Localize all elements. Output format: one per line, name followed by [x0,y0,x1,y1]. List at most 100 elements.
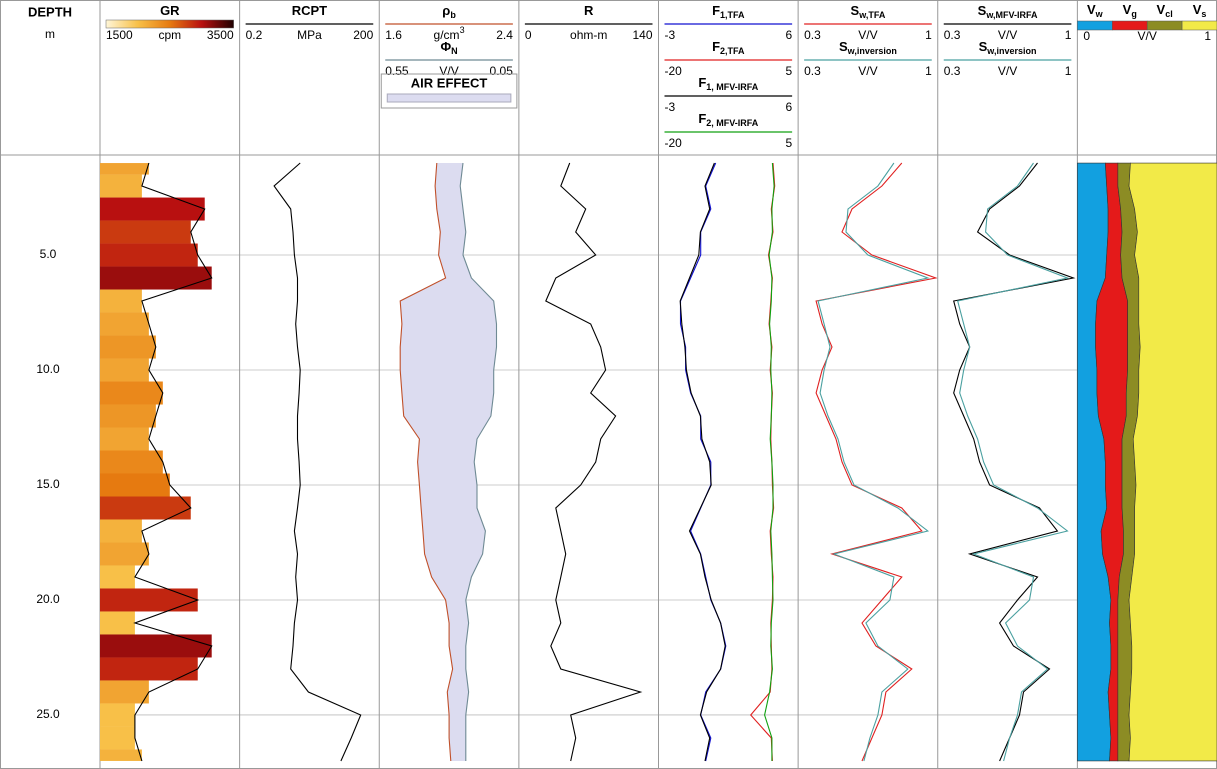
scale-max: 1 [1065,28,1072,42]
depth-tick-label: 20.0 [36,592,60,606]
scale-unit: V/V [439,64,458,78]
log-curve [764,162,775,761]
curve-name: Sw,TFA [851,3,886,20]
curve-name: F1, MFV-IRFA [698,75,758,92]
curve-name-part: S [851,3,860,18]
scale-unit-part: g/cm [434,28,460,42]
colorbar [105,19,234,29]
gr-fill [100,588,198,612]
legend-swatch [1181,20,1217,31]
scale-unit-part: V/V [998,28,1017,42]
curve-name-part: F [712,3,720,18]
scale-min: 0.3 [804,64,821,78]
gr-fill [100,163,149,175]
scale-max: 1 [925,64,932,78]
curve-name-part: R [584,3,594,18]
scale-unit-part: 3 [460,25,465,35]
log-curve [815,162,938,762]
scale-max: 200 [353,28,373,42]
scale-min: 0.55 [385,64,409,78]
scale-unit-part: V/V [858,28,877,42]
curve-name: Vw [1087,2,1104,19]
scale-min: 0.3 [944,64,961,78]
scale-min: -20 [665,64,683,78]
curve-name: Sw,inversion [979,39,1037,56]
gr-fill [100,266,212,290]
curve-name-part: s [1201,9,1206,19]
curve-name-part: g [1131,9,1137,19]
depth-tick-label: 25.0 [36,707,60,721]
scale-unit: V/V [858,64,877,78]
curve-name-part: V [1087,2,1096,17]
curve-name-part: 2,TFA [720,46,745,56]
gr-fill [100,404,156,428]
curve-name: Sw,inversion [839,39,897,56]
gr-fill [100,381,163,405]
curve-name: F1,TFA [712,3,745,20]
scale-unit: V/V [998,64,1017,78]
scale-unit: V/V [858,28,877,42]
scale-unit-part: ohm-m [570,28,607,42]
gr-fill [100,680,149,704]
scale-max: 5 [785,136,792,150]
curve-name-part: 1,TFA [720,10,745,20]
depth-tick-label: 15.0 [36,477,60,491]
gr-fill [100,726,135,750]
curve-name-part: b [450,10,456,20]
curve-name-part: F [698,111,706,126]
fill-legend-box [380,73,518,109]
scale-max: 3500 [207,28,234,42]
gr-fill [100,289,142,313]
curve-name-part: GR [160,3,180,18]
curve-name-part: w,inversion [847,46,897,56]
log-curve [273,162,362,762]
gr-fill [100,427,149,451]
scale-min: -20 [665,136,683,150]
curve-name: GR [160,3,180,18]
gr-fill [100,174,142,198]
scale-max: 140 [632,28,652,42]
curve-name-part: w [1095,9,1104,19]
scale-min: -3 [665,28,676,42]
scale-min: 0.3 [804,28,821,42]
curve-name: Sw,MFV-IRFA [978,3,1038,20]
curve-name-part: w,TFA [858,10,886,20]
gr-fill [100,312,149,336]
curve-name: RCPT [292,3,327,18]
log-curve [399,162,454,762]
gr-fill [100,335,156,359]
curve-name-part: V [1123,2,1132,17]
scale-unit-part: V/V [998,64,1017,78]
curve-name-part: V [1193,2,1202,17]
scale-max: 0.05 [490,64,514,78]
curve-name: F2,TFA [712,39,745,56]
scale-max: 5 [785,64,792,78]
curve-name-part: F [698,75,706,90]
curve-name-part: cl [1165,9,1173,19]
scale-unit-part: V/V [1138,29,1157,43]
curve-name-part: w,inversion [986,46,1036,56]
curve-name-part: S [978,3,987,18]
curve-name-part: 1, MFV-IRFA [706,82,759,92]
scale-min: 0.3 [944,28,961,42]
gr-fill [100,220,191,244]
gr-fill [100,358,149,382]
log-curve [957,162,1070,762]
curve-name-part: Φ [440,39,451,54]
fill-legend-swatch [386,93,512,103]
scale-min: 0.2 [246,28,263,42]
gr-fill [100,542,149,566]
curve-name: Vg [1123,2,1137,19]
scale-unit: MPa [297,28,322,42]
scale-max: 1 [925,28,932,42]
gr-fill [100,243,198,267]
volume-layer [1128,162,1217,762]
log-curve [459,162,498,761]
gr-fill [100,519,142,543]
curve-name: Vs [1193,2,1207,19]
scale-unit-part: MPa [297,28,322,42]
curve-name: R [584,3,594,18]
scale-unit: g/cm3 [434,25,465,42]
curve-name-part: N [451,46,458,56]
